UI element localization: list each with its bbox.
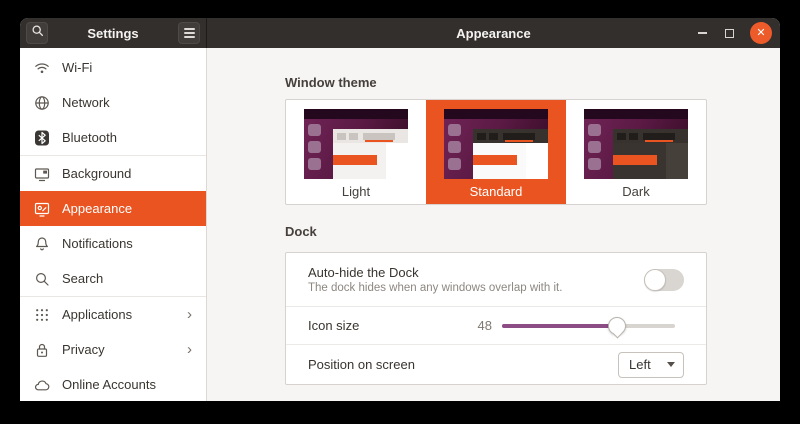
wifi-icon xyxy=(34,60,50,76)
row-divider xyxy=(286,306,706,307)
globe-icon xyxy=(34,95,50,111)
maximize-icon xyxy=(724,28,734,38)
sidebar-item-applications[interactable]: Applications › xyxy=(20,297,206,332)
sidebar-item-network[interactable]: Network › xyxy=(20,85,206,120)
position-row: Position on screen Left xyxy=(286,345,706,384)
close-button[interactable] xyxy=(750,22,772,44)
sidebar-item-online-accounts[interactable]: Online Accounts › xyxy=(20,367,206,401)
sidebar-item-label: Search xyxy=(62,271,104,286)
window-title: Settings xyxy=(87,25,139,41)
theme-option-label: Standard xyxy=(469,184,523,199)
grid-icon xyxy=(34,307,50,323)
sidebar-item-wi-fi[interactable]: Wi-Fi › xyxy=(20,50,206,85)
theme-thumbnail xyxy=(584,109,688,179)
sidebar-item-background[interactable]: Background › xyxy=(20,156,206,191)
autohide-toggle[interactable] xyxy=(644,268,684,291)
page-title: Appearance xyxy=(456,25,531,41)
sidebar-item-bluetooth[interactable]: Bluetooth › xyxy=(20,120,206,155)
position-value: Left xyxy=(629,357,651,372)
theme-option-label: Light xyxy=(341,184,371,199)
sidebar-divider xyxy=(20,155,206,156)
sidebar-item-privacy[interactable]: Privacy › xyxy=(20,332,206,367)
background-icon xyxy=(34,166,50,182)
sidebar-item-notifications[interactable]: Notifications › xyxy=(20,226,206,261)
sidebar-divider xyxy=(20,296,206,297)
sidebar-item-label: Notifications xyxy=(62,236,133,251)
titlebar: Settings Appearance xyxy=(20,18,780,48)
hamburger-icon xyxy=(183,28,195,38)
menu-button[interactable] xyxy=(178,22,200,44)
theme-option-standard[interactable]: Standard xyxy=(426,100,566,204)
chevron-right-icon: › xyxy=(187,305,192,323)
search-icon xyxy=(31,24,44,42)
slider-handle[interactable] xyxy=(608,316,627,335)
titlebar-left: Settings xyxy=(20,18,207,48)
maximize-button[interactable] xyxy=(720,18,738,48)
autohide-text: Auto-hide the Dock The dock hides when a… xyxy=(308,265,562,294)
icon-size-row: Icon size 48 xyxy=(286,307,706,344)
window-theme-heading: Window theme xyxy=(285,75,377,90)
sidebar-item-label: Privacy xyxy=(62,342,105,357)
slider-fill xyxy=(502,323,618,328)
cloud-icon xyxy=(34,377,50,393)
sidebar-item-label: Network xyxy=(62,95,110,110)
search-button[interactable] xyxy=(26,22,48,44)
position-dropdown[interactable]: Left xyxy=(618,351,684,378)
sidebar-item-label: Appearance xyxy=(62,201,133,216)
icon-size-value: 48 xyxy=(477,318,492,333)
titlebar-right: Appearance xyxy=(207,18,780,48)
bluetooth-icon xyxy=(34,130,50,146)
theme-option-light[interactable]: Light xyxy=(286,100,426,204)
sidebar-item-label: Background xyxy=(62,166,132,181)
minimize-button[interactable] xyxy=(693,18,711,48)
sidebar-item-search[interactable]: Search › xyxy=(20,261,206,296)
search-icon xyxy=(34,271,50,287)
window-body: Wi-Fi › Network › Bluetooth › Background… xyxy=(20,48,780,401)
minimize-icon xyxy=(697,32,707,34)
icon-size-label: Icon size xyxy=(308,318,360,333)
icon-size-slider[interactable] xyxy=(502,316,675,336)
bell-icon xyxy=(34,236,50,252)
chevron-right-icon: › xyxy=(187,340,192,358)
theme-option-label: Dark xyxy=(622,184,650,199)
sidebar: Wi-Fi › Network › Bluetooth › Background… xyxy=(20,48,207,401)
dock-settings-box: Auto-hide the Dock The dock hides when a… xyxy=(285,252,707,385)
appearance-icon xyxy=(34,201,50,217)
sidebar-item-label: Online Accounts xyxy=(62,377,156,392)
sidebar-item-appearance[interactable]: Appearance › xyxy=(20,191,206,226)
autohide-row: Auto-hide the Dock The dock hides when a… xyxy=(286,253,706,306)
toggle-knob xyxy=(644,268,666,291)
autohide-title: Auto-hide the Dock xyxy=(308,265,419,280)
sidebar-item-label: Bluetooth xyxy=(62,130,117,145)
theme-thumbnail xyxy=(304,109,408,179)
dropdown-caret-icon xyxy=(667,362,675,367)
position-label: Position on screen xyxy=(308,357,415,372)
content-pane: Window theme Light xyxy=(207,48,780,401)
autohide-subtitle: The dock hides when any windows overlap … xyxy=(308,282,563,294)
dock-heading: Dock xyxy=(285,224,317,239)
sidebar-item-label: Wi-Fi xyxy=(62,60,93,75)
window-theme-selector: Light Standard xyxy=(285,99,707,205)
theme-option-dark[interactable]: Dark xyxy=(566,100,706,204)
settings-window: Settings Appearance Wi-Fi › Network › Bl… xyxy=(20,18,780,401)
row-divider xyxy=(286,344,706,345)
icon-size-control: 48 xyxy=(474,316,675,336)
lock-icon xyxy=(34,342,50,358)
theme-thumbnail xyxy=(444,109,548,179)
sidebar-item-label: Applications xyxy=(62,307,133,322)
